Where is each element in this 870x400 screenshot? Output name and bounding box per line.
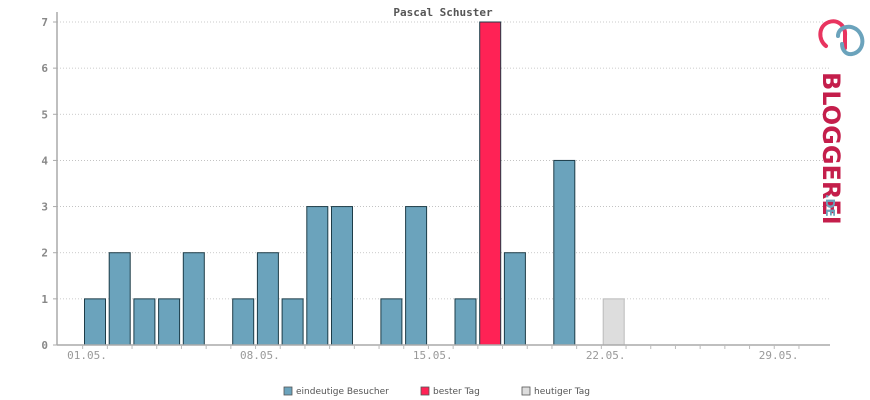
bar-08.05. [256, 252, 279, 346]
bar-16.05. [454, 298, 477, 346]
legend-label-best: bester Tag [433, 387, 480, 397]
y-tick-label: 3 [41, 201, 48, 214]
bar-09.05. [281, 298, 304, 346]
bar-22.05. [602, 298, 625, 346]
y-tick-label: 1 [41, 293, 48, 306]
x-tick-label: 15.05. [413, 349, 453, 362]
grid [57, 21, 830, 300]
axes [56, 12, 830, 346]
y-tick-label: 2 [41, 247, 48, 260]
logo-suffix: .DE [823, 194, 837, 217]
x-tick-label: 29.05. [759, 349, 799, 362]
legend-swatch-best [420, 386, 430, 396]
bar-01.05. [84, 298, 106, 346]
bars [84, 21, 625, 346]
bar-17.05. [479, 21, 502, 346]
legend-label-today: heutiger Tag [534, 387, 590, 397]
chart-title: Pascal Schuster [393, 6, 493, 19]
logo-text: BLOGGEREI [817, 72, 845, 225]
y-tick-label: 6 [41, 62, 48, 75]
bar-18.05. [503, 252, 526, 346]
x-tick-label: 22.05. [586, 349, 626, 362]
y-tick-label: 4 [41, 154, 48, 167]
bar-10.05. [306, 206, 329, 346]
bar-13.05. [380, 298, 403, 346]
logo-icon [818, 19, 865, 57]
legend: eindeutige Besucher bester Tag heutiger Ta… [283, 386, 590, 397]
y-axis-ticks: 0 1 2 3 4 5 6 7 [41, 16, 57, 352]
bar-04.05. [158, 298, 181, 346]
bar-11.05. [331, 206, 353, 346]
bar-07.05. [232, 298, 255, 346]
bar-02.05. [108, 252, 131, 346]
x-tick-label: 01.05. [67, 349, 107, 362]
bar-14.05. [405, 206, 428, 346]
bar-20.05. [553, 159, 576, 346]
y-tick-label: 0 [41, 339, 48, 352]
x-tick-label: 08.05. [240, 349, 280, 362]
legend-swatch-today [521, 386, 531, 396]
legend-swatch-visitors [283, 386, 293, 396]
bar-03.05. [133, 298, 156, 346]
y-tick-label: 5 [41, 108, 48, 121]
legend-label-visitors: eindeutige Besucher [296, 387, 389, 397]
bloggerei-logo: BLOGGEREI .DE [817, 19, 865, 225]
x-axis-ticks: 01.05. 08.05. 15.05. 22.05. 29.05. [67, 345, 800, 362]
y-tick-label: 7 [41, 16, 48, 29]
bar-05.05. [182, 252, 205, 346]
